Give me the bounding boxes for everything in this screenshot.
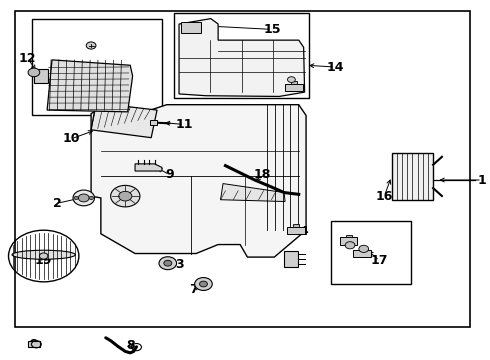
Bar — [285, 84, 303, 91]
Circle shape — [78, 194, 89, 202]
Polygon shape — [91, 105, 306, 257]
Bar — [287, 226, 305, 234]
Text: 5: 5 — [290, 258, 298, 271]
Circle shape — [359, 245, 368, 252]
Bar — [340, 237, 357, 244]
Text: 13: 13 — [68, 82, 85, 95]
Bar — [15, 12, 470, 327]
Bar — [150, 121, 157, 125]
Bar — [345, 234, 351, 237]
Circle shape — [40, 253, 48, 259]
Circle shape — [73, 190, 95, 206]
Text: 9: 9 — [165, 168, 173, 181]
Text: 11: 11 — [175, 118, 193, 131]
Text: 17: 17 — [370, 254, 388, 267]
Circle shape — [111, 185, 140, 207]
Bar — [293, 224, 299, 226]
Bar — [32, 19, 162, 116]
Circle shape — [345, 242, 355, 249]
Bar — [353, 250, 371, 257]
Text: 10: 10 — [63, 132, 80, 145]
Text: 12: 12 — [19, 51, 36, 64]
Bar — [34, 69, 48, 83]
Polygon shape — [220, 184, 285, 202]
Bar — [181, 22, 201, 33]
Polygon shape — [47, 60, 133, 112]
Circle shape — [159, 257, 176, 270]
Bar — [174, 13, 309, 98]
Polygon shape — [135, 164, 162, 171]
Text: 14: 14 — [327, 60, 344, 73]
Circle shape — [195, 278, 212, 291]
Text: 1: 1 — [478, 174, 487, 186]
Text: 3: 3 — [175, 258, 183, 271]
Bar — [392, 153, 433, 200]
Text: 8: 8 — [126, 339, 134, 352]
Circle shape — [199, 281, 207, 287]
Polygon shape — [179, 19, 305, 96]
Bar — [27, 341, 40, 347]
Bar — [359, 247, 365, 250]
Circle shape — [164, 260, 172, 266]
Polygon shape — [91, 103, 157, 138]
Text: 18: 18 — [253, 168, 271, 181]
Bar — [291, 81, 297, 84]
Text: 16: 16 — [375, 190, 393, 203]
Text: 6: 6 — [28, 338, 37, 351]
Circle shape — [119, 191, 132, 201]
Text: 7: 7 — [189, 283, 198, 296]
Circle shape — [28, 68, 40, 77]
Circle shape — [89, 196, 94, 199]
Bar — [331, 221, 411, 284]
Text: 2: 2 — [52, 197, 61, 210]
Text: 15: 15 — [263, 23, 281, 36]
Bar — [284, 251, 298, 267]
Circle shape — [74, 196, 78, 199]
Text: 4: 4 — [299, 225, 308, 238]
Circle shape — [86, 42, 96, 49]
Ellipse shape — [12, 250, 75, 259]
Text: 19: 19 — [35, 254, 52, 267]
Circle shape — [288, 77, 295, 82]
